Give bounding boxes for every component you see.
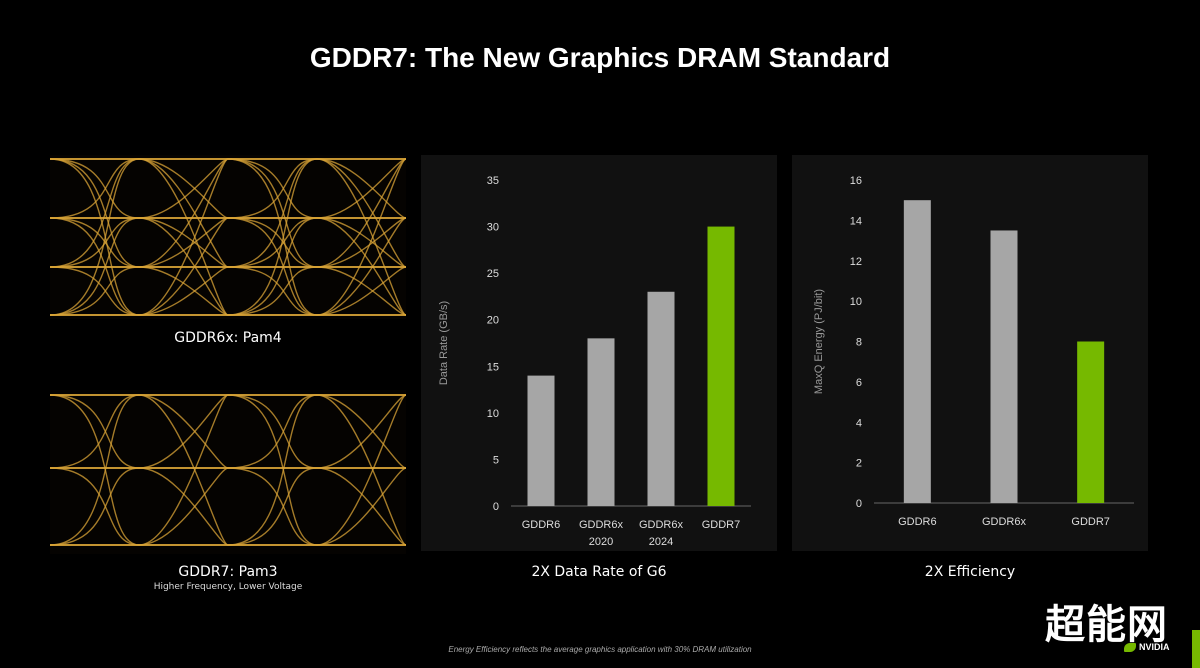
y-tick-label: 35 [487, 175, 499, 187]
bar [647, 291, 675, 506]
y-tick-label: 4 [856, 417, 862, 429]
bar [990, 230, 1018, 503]
x-tick-label: GDDR7 [1071, 516, 1110, 528]
y-tick-label: 10 [487, 408, 499, 420]
x-tick-label: GDDR6x [579, 519, 624, 531]
y-tick-label: 2 [856, 458, 862, 470]
x-tick-label: GDDR6x [639, 519, 684, 531]
y-tick-label: 30 [487, 222, 499, 234]
pam3-eye-diagram [50, 390, 406, 554]
eye-traces [50, 394, 406, 546]
pam4-eye-diagram [50, 155, 406, 319]
efficiency-chart: 0 2 4 6 8 10 12 14 16 MaxQ Energy (PJ/bit) GDDR6 GD… [792, 155, 1148, 551]
y-tick-label: 16 [850, 175, 862, 187]
y-tick-label: 0 [856, 498, 862, 510]
x-tick-label: GDDR7 [702, 519, 741, 531]
eye-traces [50, 158, 406, 316]
y-tick-label: 5 [493, 454, 499, 466]
bar [527, 375, 555, 506]
nvidia-logo: NVIDIA [1124, 642, 1170, 652]
bar [903, 200, 931, 503]
y-tick-label: 6 [856, 377, 862, 389]
nvidia-eye-icon [1124, 642, 1136, 652]
footnote: Energy Efficiency reflects the average g… [448, 645, 752, 654]
y-tick-label: 25 [487, 268, 499, 280]
y-tick-label: 15 [487, 361, 499, 373]
y-tick-label: 0 [493, 501, 499, 513]
pam3-label: GDDR7: Pam3 [178, 564, 278, 580]
bar [707, 226, 735, 507]
x-tick-label: GDDR6 [898, 516, 937, 528]
bar [587, 338, 615, 506]
y-axis-label: MaxQ Energy (PJ/bit) [813, 289, 825, 394]
nvidia-logo-text: NVIDIA [1139, 642, 1170, 652]
site-watermark: 超能网 [1045, 602, 1168, 648]
y-tick-label: 8 [856, 337, 862, 349]
efficiency-caption: 2X Efficiency [924, 564, 1016, 580]
bar [1077, 341, 1105, 503]
y-tick-label: 14 [850, 215, 862, 227]
data-rate-chart: 0 5 10 15 20 25 30 35 Data Rate (GB/s) GDDR6 GDDR6… [421, 155, 777, 551]
slide-title: GDDR7: The New Graphics DRAM Standard [309, 42, 891, 73]
y-tick-label: 20 [487, 315, 499, 327]
y-axis-label: Data Rate (GB/s) [438, 301, 450, 385]
y-tick-label: 12 [850, 256, 862, 268]
x-tick-label: 2024 [649, 536, 673, 548]
x-tick-label: 2020 [589, 536, 613, 548]
accent-bar [1192, 630, 1200, 668]
pam4-label: GDDR6x: Pam4 [174, 330, 282, 346]
y-tick-label: 10 [850, 296, 862, 308]
x-tick-label: GDDR6x [982, 516, 1027, 528]
pam3-sublabel: Higher Frequency, Lower Voltage [153, 582, 303, 592]
x-tick-label: GDDR6 [522, 519, 561, 531]
data-rate-caption: 2X Data Rate of G6 [531, 564, 667, 580]
